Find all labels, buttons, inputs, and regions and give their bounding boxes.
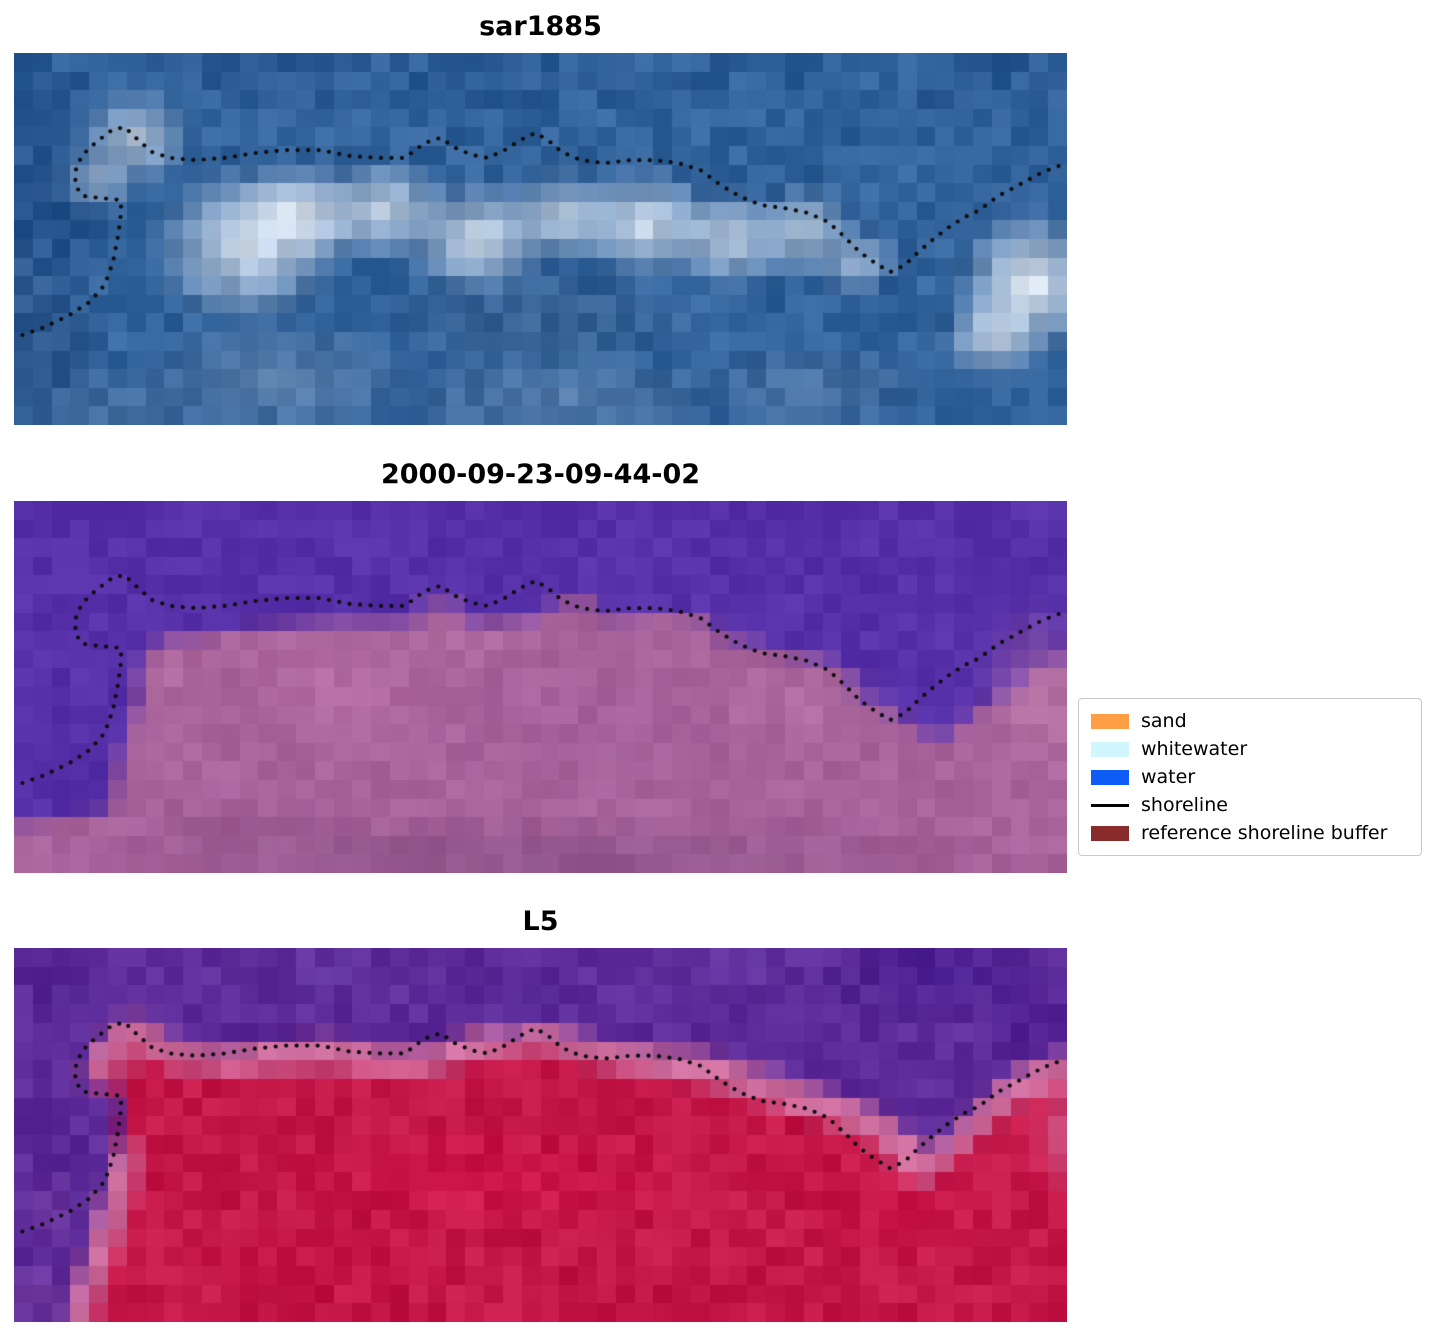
classified-image <box>14 501 1067 873</box>
legend-label: water <box>1141 766 1196 788</box>
legend-label: sand <box>1141 710 1187 732</box>
shoreline-line-sample <box>1091 803 1129 807</box>
legend-label: reference shoreline buffer <box>1141 822 1388 844</box>
legend-label: shoreline <box>1141 794 1228 816</box>
legend-item-sand: sand <box>1091 707 1409 735</box>
panel-title-sar1885: sar1885 <box>479 11 602 42</box>
l5-satellite-image <box>14 948 1067 1322</box>
legend-item-whitewater: whitewater <box>1091 735 1409 763</box>
legend-item-water: water <box>1091 763 1409 791</box>
legend-label: whitewater <box>1141 738 1248 760</box>
shoreline-swatch <box>1091 798 1129 813</box>
legend-item-reference-shoreline-buffer: reference shoreline buffer <box>1091 819 1409 847</box>
reference-shoreline-buffer-swatch <box>1091 825 1129 841</box>
whitewater-swatch <box>1091 741 1129 757</box>
sar1885-satellite-image <box>14 53 1067 425</box>
panel-title-l5: L5 <box>522 906 559 937</box>
sand-swatch <box>1091 713 1129 729</box>
panel-title-classified-date: 2000-09-23-09-44-02 <box>380 459 701 490</box>
water-swatch <box>1091 769 1129 785</box>
legend-item-shoreline: shoreline <box>1091 791 1409 819</box>
legend: sand whitewater water shoreline reference sh… <box>1078 698 1422 856</box>
